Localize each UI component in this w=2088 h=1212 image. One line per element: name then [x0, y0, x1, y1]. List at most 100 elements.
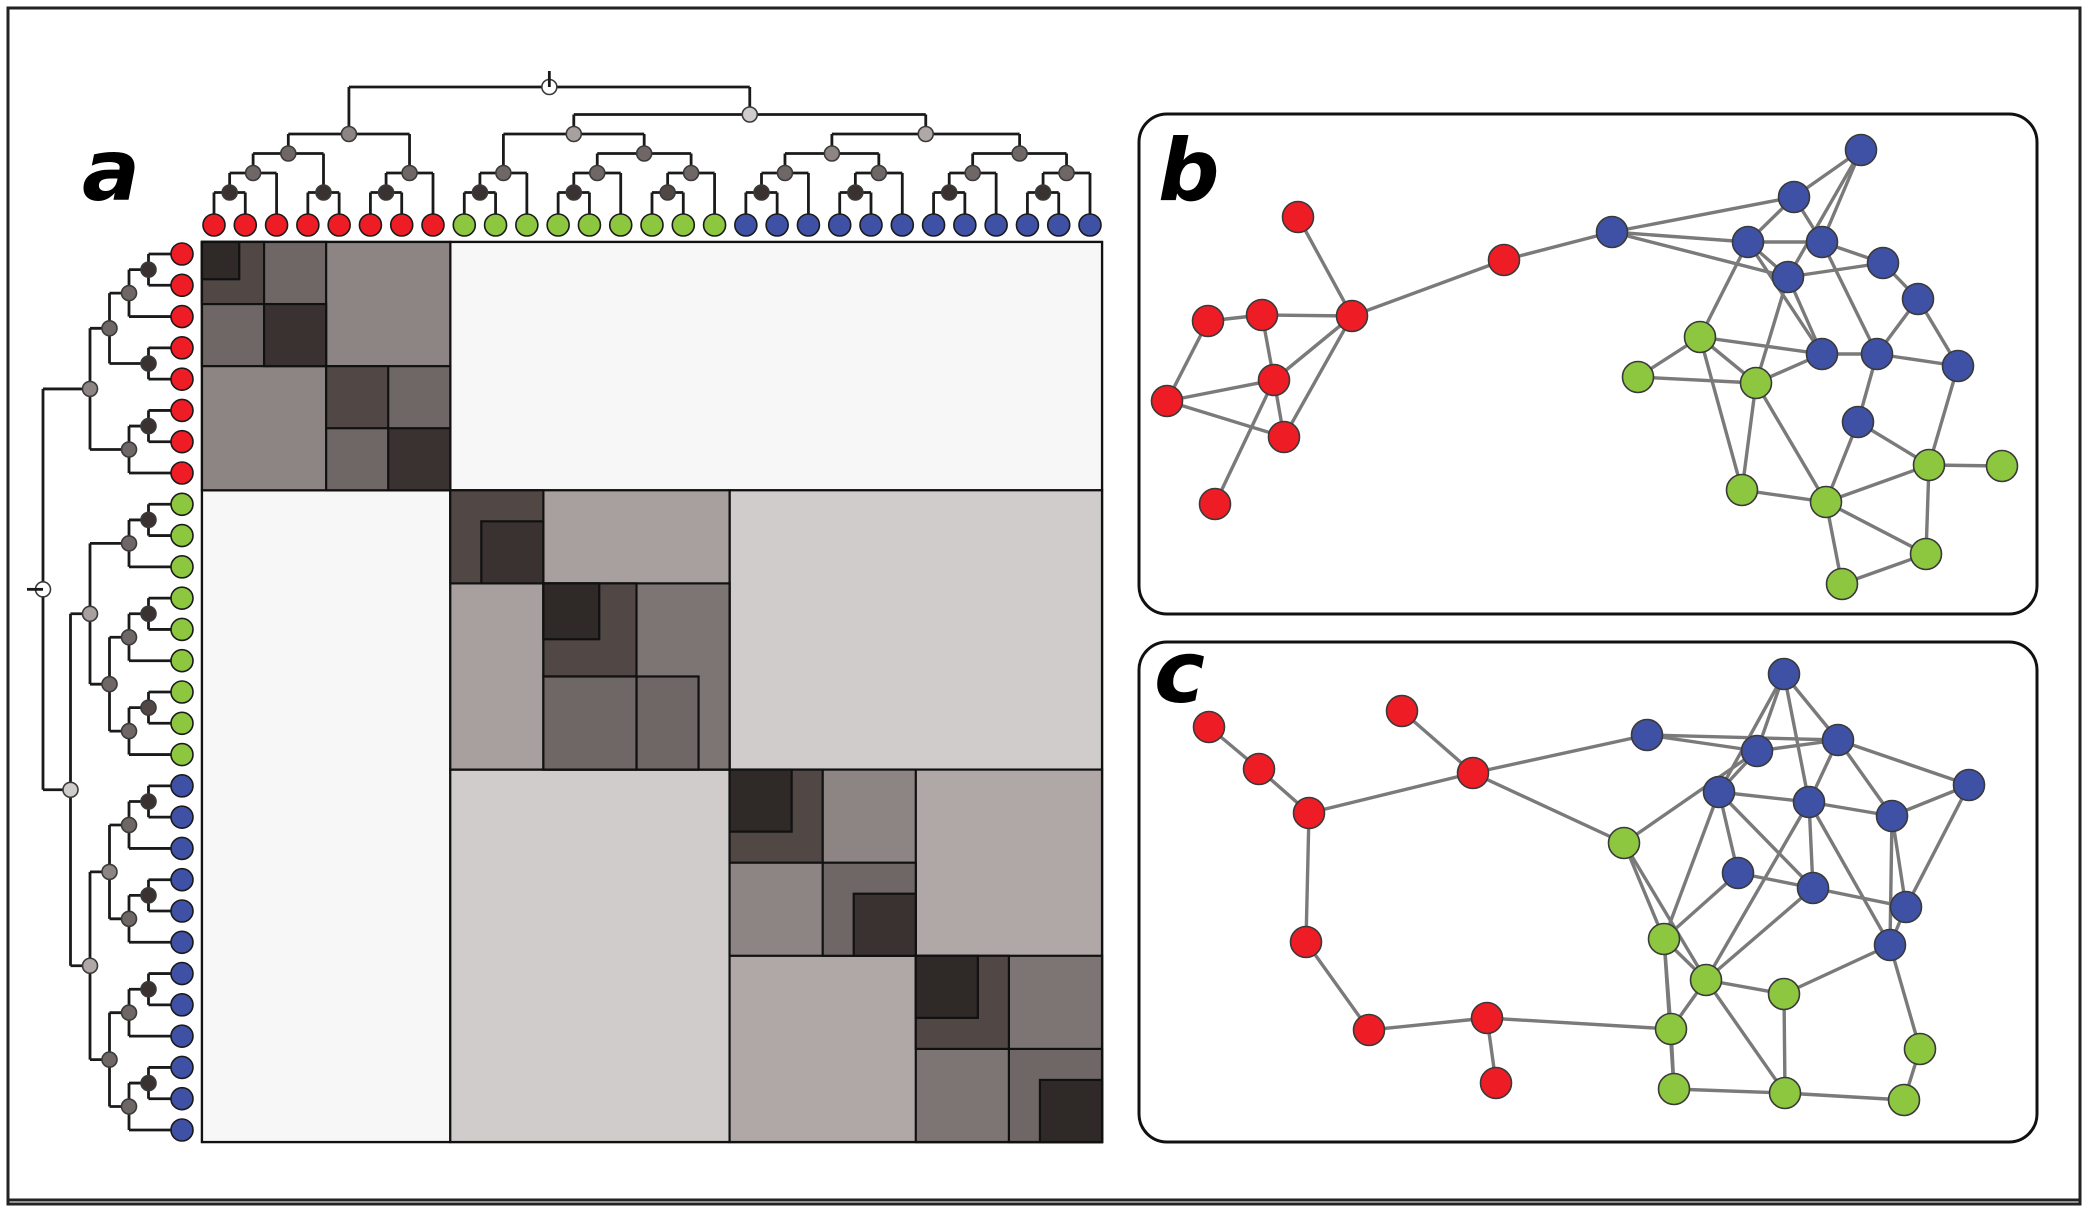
panel-c-label: c: [1154, 623, 1205, 723]
network-b-node-green: [1909, 537, 1943, 571]
left-leaf-red: [170, 461, 194, 485]
tree-node: [565, 184, 583, 201]
block-blue-b2x-top: [1038, 1078, 1104, 1144]
block-blue-a2x-top: [852, 892, 917, 957]
tree-node: [588, 164, 606, 182]
tree-node: [140, 699, 157, 716]
network-c-edge: [1673, 1087, 1786, 1095]
left-dendrogram: [27, 252, 171, 1132]
network-c-edge: [1472, 733, 1648, 775]
network-c-node-blue: [1952, 768, 1986, 802]
network-b-node-red: [1245, 298, 1279, 332]
tree-node: [1058, 164, 1075, 182]
tree-node: [315, 184, 332, 201]
network-b-node-red: [1150, 384, 1184, 418]
network-c-node-blue: [1740, 734, 1774, 768]
network-c-node-green: [1607, 826, 1641, 860]
block-offdiag-gb2: [728, 489, 1104, 771]
tree-node: [81, 380, 99, 398]
network-c-edge: [1837, 738, 1970, 787]
tree-node: [140, 605, 157, 623]
top-leaf-green: [702, 213, 727, 237]
network-b-node-red: [1267, 420, 1301, 454]
network-b-edge: [1927, 365, 1960, 466]
network-c-edge: [1622, 842, 1666, 940]
network-c-edge: [1308, 771, 1474, 815]
network-b-edge: [1825, 500, 1927, 556]
network-c-node-blue: [1889, 890, 1923, 924]
top-leaf-red: [358, 213, 383, 237]
network-c-edge: [1888, 944, 1922, 1050]
network-c-node-red: [1385, 694, 1419, 728]
left-leaf-green: [170, 617, 194, 642]
block-red-b1-top: [325, 365, 390, 430]
network-c-edge: [1304, 812, 1311, 943]
tree-node: [120, 1004, 138, 1021]
tree-node: [81, 957, 99, 975]
network-b-edge: [1698, 241, 1750, 338]
network-c-node-red: [1242, 752, 1276, 786]
top-leaf-blue: [859, 213, 883, 237]
left-leaf-green: [170, 523, 194, 548]
top-leaf-blue: [953, 213, 977, 237]
tree-node: [140, 261, 157, 278]
network-b-edge: [1611, 230, 1789, 279]
left-leaf-red: [170, 398, 194, 423]
tree-node: [120, 722, 138, 740]
top-leaf-blue: [890, 213, 915, 237]
block-green-b3-top: [542, 675, 638, 771]
network-c-node-green: [1887, 1083, 1921, 1117]
tree-node: [682, 164, 700, 182]
left-leaf-blue: [170, 1086, 194, 1111]
tree-node: [741, 106, 759, 123]
block-red-b2-top: [387, 427, 452, 492]
network-c-edge: [1472, 771, 1625, 845]
top-leaf-green: [452, 213, 477, 237]
tree-node: [1034, 184, 1052, 201]
network-b-node-green: [1621, 360, 1655, 394]
top-leaf-red: [296, 213, 320, 237]
left-leaf-green: [170, 555, 194, 579]
network-b-node-blue: [1844, 133, 1878, 167]
left-leaf-blue: [170, 1118, 194, 1142]
network-b-node-green: [1809, 485, 1843, 519]
top-leaf-red: [327, 213, 351, 237]
network-b-edge: [1611, 230, 1749, 244]
tree-node: [221, 184, 238, 201]
top-leaf-blue: [1046, 213, 1071, 237]
left-leaf-red: [170, 273, 194, 298]
network-b-edge: [1786, 149, 1863, 278]
block-blue-b1x-top: [914, 954, 979, 1019]
network-b-node-red: [1335, 299, 1369, 333]
network-b-edge: [1740, 382, 1758, 491]
network-b-node-green: [1985, 449, 2019, 483]
network-b-edge: [1754, 276, 1790, 384]
top-leaf-green: [640, 213, 664, 237]
block-red-a2-top: [262, 302, 328, 368]
network-b-node-blue: [1841, 405, 1875, 439]
tree-node: [244, 164, 262, 182]
network-c-node-red: [1352, 1013, 1386, 1047]
panel-a: a: [27, 71, 1104, 1144]
network-c-node-green: [1903, 1032, 1937, 1066]
network-c-edge: [1904, 784, 1971, 908]
network-b-edge: [1503, 230, 1613, 262]
top-leaf-blue: [796, 213, 821, 237]
network-b-edge: [1820, 149, 1863, 243]
top-leaf-blue: [765, 213, 789, 237]
tree-node: [62, 781, 79, 799]
top-leaf-blue: [984, 213, 1008, 237]
tree-node: [964, 164, 981, 182]
network-c-node-blue: [1702, 775, 1736, 809]
network-b-node-blue: [1731, 225, 1765, 259]
block-green-a1-top: [480, 520, 545, 585]
network-c-edge: [1717, 673, 1786, 793]
top-leaf-blue: [1078, 213, 1102, 237]
left-leaf-green: [170, 586, 194, 610]
tree-node: [140, 417, 157, 435]
network-c-edge: [1368, 1016, 1488, 1032]
top-leaf-green: [515, 213, 539, 237]
network-c-node-blue: [1630, 718, 1664, 752]
panel-c: c: [1137, 623, 2039, 1144]
network-b-node-blue: [1901, 282, 1935, 316]
